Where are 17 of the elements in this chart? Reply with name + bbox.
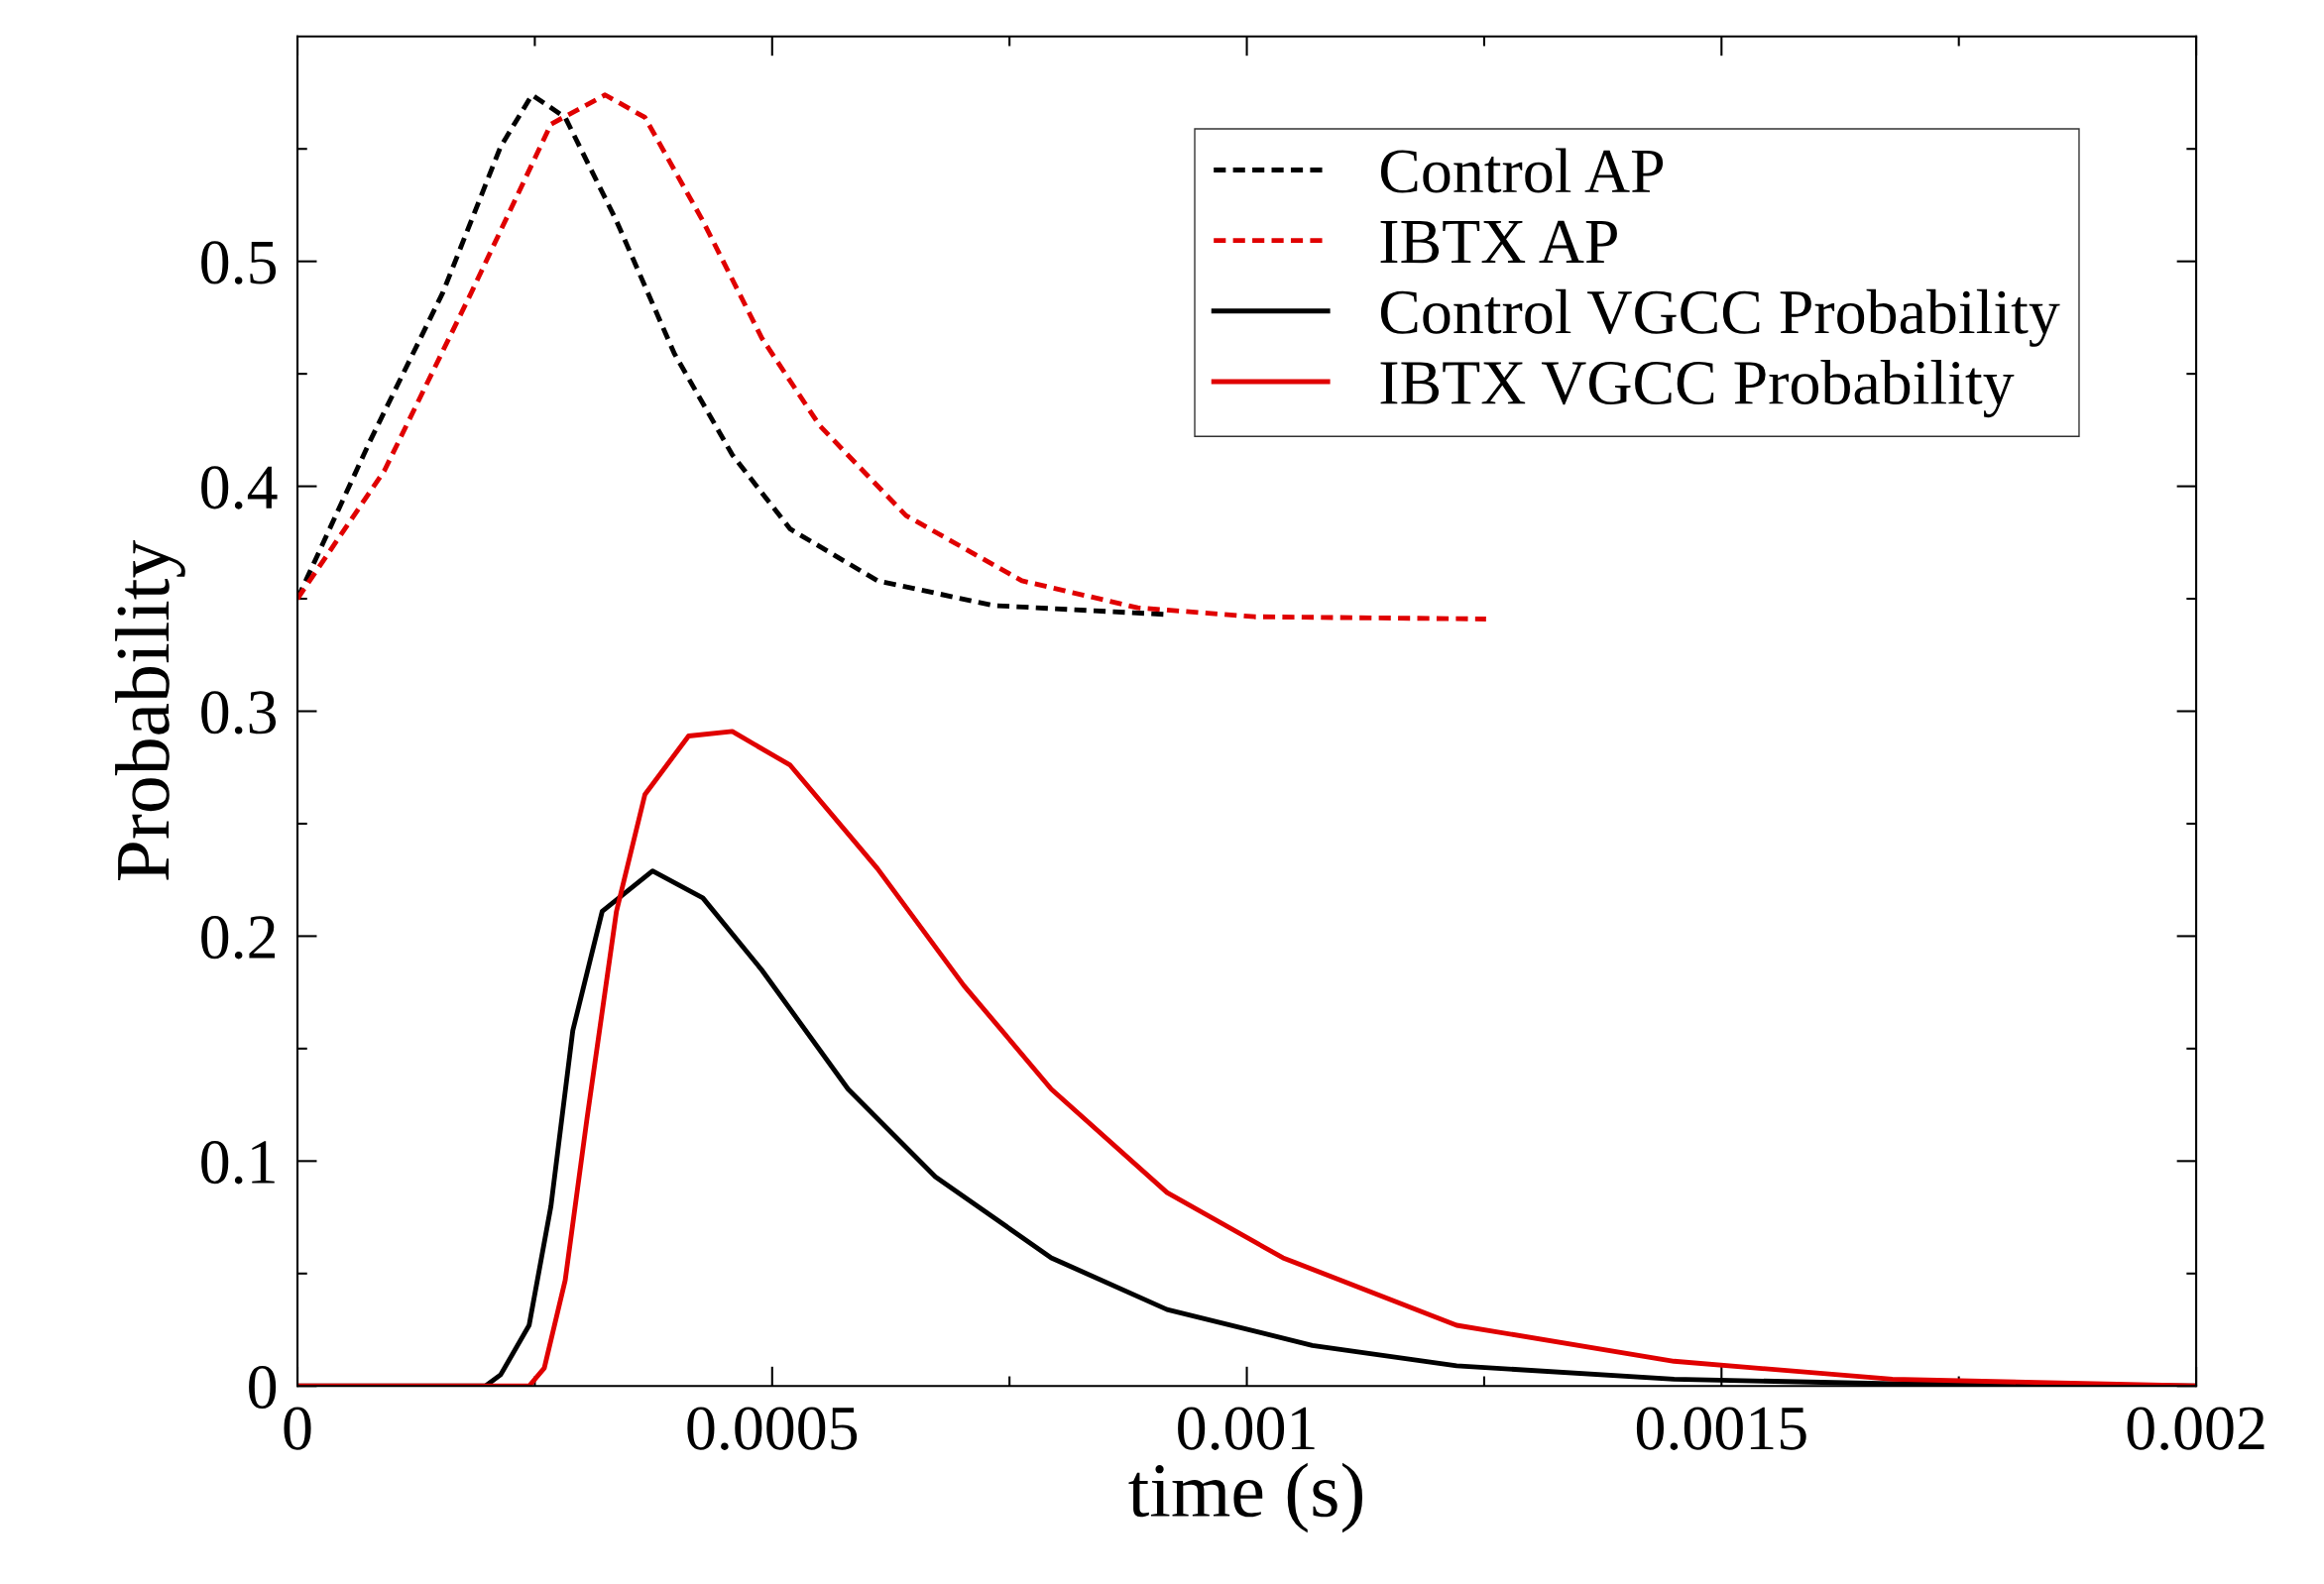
y-axis-title: Probability xyxy=(115,539,185,881)
legend-label: Control AP xyxy=(1380,148,1664,193)
y-tick-label: 0.2 xyxy=(201,916,276,960)
legend-label: IBTX AP xyxy=(1380,220,1617,264)
x-axis-title: time (s) xyxy=(1128,1462,1363,1533)
x-tick-label: 0.0005 xyxy=(687,1407,858,1450)
y-tick-label: 0.4 xyxy=(201,466,278,509)
y-tick-label: 0.3 xyxy=(201,691,277,735)
y-tick-label: 0.1 xyxy=(201,1141,275,1185)
legend-label: IBTX VGCC Probability xyxy=(1380,360,2015,418)
y-tick-label: 0.5 xyxy=(201,241,277,284)
x-tick-label: 0.0015 xyxy=(1636,1407,1806,1450)
x-tick-label: 0.002 xyxy=(2127,1407,2265,1450)
x-tick-label: 0.001 xyxy=(1178,1407,1315,1450)
legend-label: Control VGCC Probability xyxy=(1380,288,2060,347)
x-tick-label: 0 xyxy=(284,1407,311,1450)
y-tick-label: 0 xyxy=(249,1365,277,1410)
